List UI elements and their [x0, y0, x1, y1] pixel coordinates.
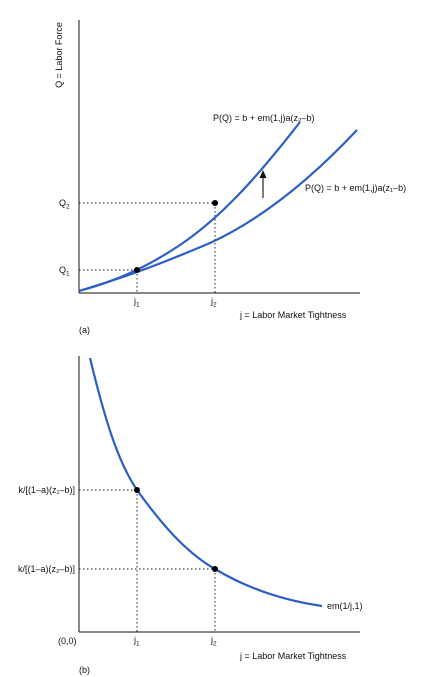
panel-b-tick-j1: j1: [133, 635, 140, 648]
tick-k-z1: k/[(1–a)(z₁–b)]: [18, 485, 75, 495]
origin-label: (0,0): [58, 636, 77, 646]
panel-a: Q = Labor Force P(Q) = b + em(1,j)a(z₂–b…: [54, 20, 406, 335]
panel-a-point-j2-q2: [212, 200, 218, 206]
panel-b-tick-j2: j2: [210, 635, 217, 648]
panel-a-x-axis-title: j = Labor Market Tightness: [239, 310, 347, 320]
tick-q2: Q2: [59, 198, 70, 211]
panel-b-point-j1: [134, 487, 140, 493]
panel-b-point-j2: [212, 566, 218, 572]
up-arrow-icon: [259, 170, 267, 198]
curve-em-inverse: [88, 357, 323, 608]
curve-em-label: em(1/j,1): [327, 601, 363, 611]
panel-a-label: (a): [79, 325, 90, 335]
panel-b-label: (b): [79, 665, 90, 675]
curve-upper-label: P(Q) = b + em(1,j)a(z₂–b): [213, 113, 315, 123]
curve-upper-z2: [78, 121, 301, 293]
tick-k-z2: k/[(1–a)(z₂–b)]: [18, 564, 75, 574]
curve-lower-label: P(Q) = b + em(1,j)a(z₁–b): [305, 183, 406, 193]
panel-b: k/[(1–a)(z₁–b)] k/[(1–a)(z₂–b)] em(1/j,1…: [18, 356, 363, 675]
panel-a-point-j1-q1: [134, 267, 140, 273]
curve-lower-z1: [78, 129, 358, 293]
tick-q1: Q1: [59, 265, 70, 278]
panel-b-x-axis-title: j = Labor Market Tightness: [239, 651, 347, 661]
panel-a-tick-j1: j1: [133, 296, 140, 309]
panel-a-tick-j2: j2: [210, 296, 217, 309]
panel-a-y-axis-title: Q = Labor Force: [54, 22, 64, 88]
